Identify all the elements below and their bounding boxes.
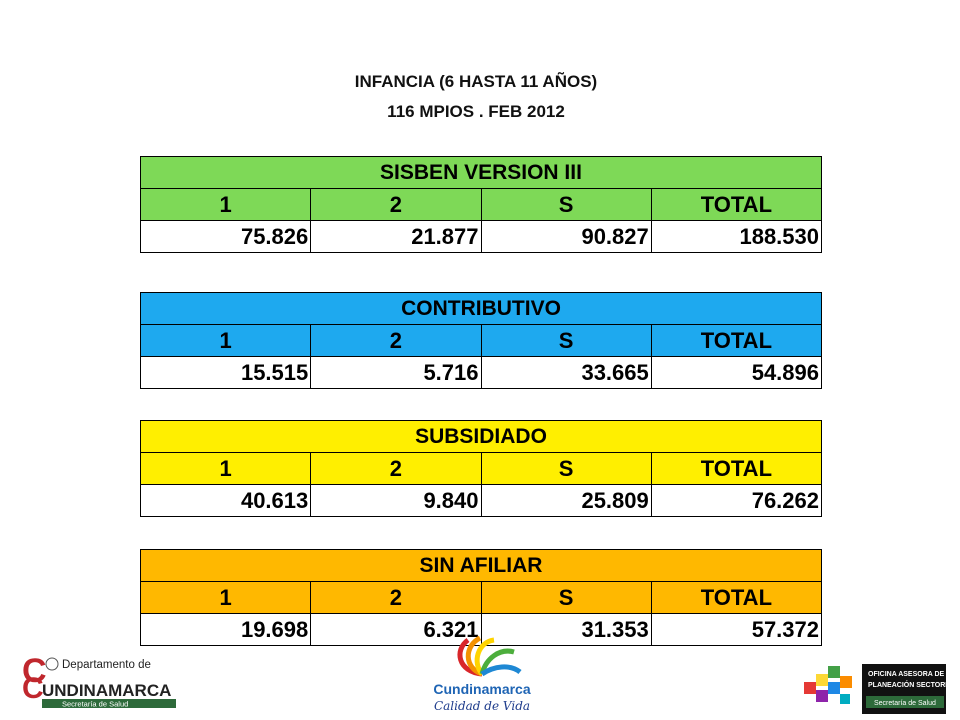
column-header: 2	[310, 188, 482, 221]
table-cell: 188.530	[650, 220, 823, 253]
table-header: SIN AFILIAR	[140, 549, 822, 582]
column-header: TOTAL	[650, 324, 823, 357]
column-header: S	[480, 581, 652, 614]
table-header: SUBSIDIADO	[140, 420, 822, 453]
column-header: S	[480, 452, 652, 485]
logo-initial-c2: C	[22, 672, 44, 705]
table-cell: 54.896	[650, 356, 823, 389]
table-cell: 33.665	[480, 356, 652, 389]
table-sin-afiliar: SIN AFILIAR 1 2 S TOTAL 19.698 6.321 31.…	[139, 549, 823, 646]
logo-initial-c: C	[22, 652, 47, 690]
table-cell: 40.613	[139, 484, 312, 517]
logo-cundinamarca-text: Cundinamarca	[433, 681, 530, 697]
column-header: 2	[310, 452, 482, 485]
table-cell: 57.372	[650, 613, 823, 646]
column-header: 1	[139, 452, 312, 485]
table-cell: 90.827	[480, 220, 652, 253]
table-cell: 25.809	[480, 484, 652, 517]
logo-department-name: UNDINAMARCA	[42, 681, 171, 700]
title-line-2: 116 MPIOS . FEB 2012	[387, 102, 565, 121]
cundinamarca-department-logo: C Departamento de C UNDINAMARCA Secretar…	[22, 652, 176, 709]
logo-sub-bar	[866, 696, 944, 708]
column-header: 1	[139, 324, 312, 357]
column-header: 1	[139, 188, 312, 221]
table-subsidiado: SUBSIDIADO 1 2 S TOTAL 40.613 9.840 25.8…	[139, 420, 823, 517]
table-sisben: SISBEN VERSION III 1 2 S TOTAL 75.826 21…	[139, 156, 823, 253]
table-cell: 76.262	[650, 484, 823, 517]
coat-of-arms-icon	[45, 657, 59, 671]
column-header: 2	[310, 581, 482, 614]
logo-swirl-icon	[457, 635, 522, 677]
table-cell: 31.353	[480, 613, 652, 646]
logo-office-line-1: OFICINA ASESORA DE	[868, 671, 945, 678]
logo-department-label: Departamento de	[62, 659, 151, 671]
column-header: TOTAL	[650, 452, 823, 485]
column-header: S	[480, 188, 652, 221]
table-cell: 15.515	[139, 356, 312, 389]
logo-office-line-2: PLANEACIÓN SECTORIAL	[868, 680, 946, 689]
logo-sub-bar	[42, 699, 176, 708]
table-cell: 5.716	[310, 356, 482, 389]
column-header: TOTAL	[650, 581, 823, 614]
column-header: 2	[310, 324, 482, 357]
column-header: 1	[139, 581, 312, 614]
puzzle-pieces-icon	[804, 666, 852, 704]
table-header: CONTRIBUTIVO	[140, 292, 822, 325]
table-contributivo: CONTRIBUTIVO 1 2 S TOTAL 15.515 5.716 33…	[139, 292, 823, 389]
table-header: SISBEN VERSION III	[140, 156, 822, 189]
logo-secretaria: Secretaría de Salud	[62, 700, 128, 709]
table-cell: 9.840	[310, 484, 482, 517]
column-header: S	[480, 324, 652, 357]
planeacion-sectorial-logo: OFICINA ASESORA DE PLANEACIÓN SECTORIAL …	[804, 664, 946, 714]
cundinamarca-calidad-de-vida-logo: Cundinamarca Calidad de Vida	[433, 635, 531, 713]
logo-secretaria: Secretaría de Salud	[874, 700, 936, 707]
column-header: TOTAL	[650, 188, 823, 221]
title-line-1: INFANCIA (6 HASTA 11 AÑOS)	[354, 72, 598, 91]
table-cell: 21.877	[310, 220, 482, 253]
logo-tagline: Calidad de Vida	[434, 699, 530, 713]
table-cell: 75.826	[139, 220, 312, 253]
table-cell: 19.698	[139, 613, 312, 646]
